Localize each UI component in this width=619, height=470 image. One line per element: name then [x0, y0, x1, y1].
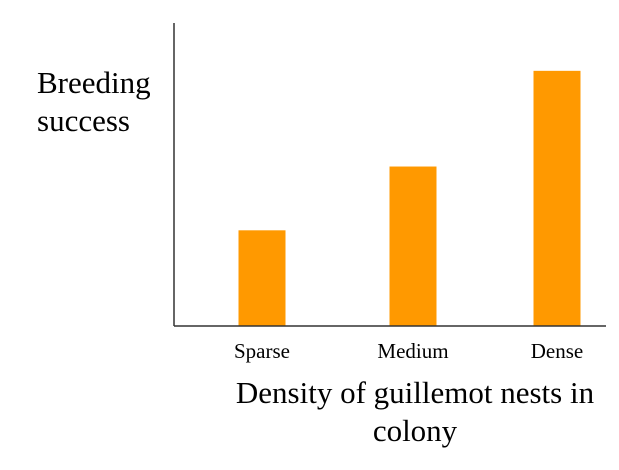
- x-tick-labels: Sparse Medium Dense: [234, 339, 583, 363]
- x-tick-label-medium: Medium: [377, 339, 448, 363]
- x-tick-label-dense: Dense: [531, 339, 583, 363]
- bar-dense: [533, 70, 581, 326]
- bar-sparse: [238, 230, 286, 326]
- x-tick-label-sparse: Sparse: [234, 339, 290, 363]
- y-axis-label: Breeding success: [37, 65, 151, 138]
- x-axis-label: Density of guillemot nests in colony: [235, 375, 595, 448]
- bar-medium: [389, 166, 437, 326]
- bars-group: [238, 70, 581, 326]
